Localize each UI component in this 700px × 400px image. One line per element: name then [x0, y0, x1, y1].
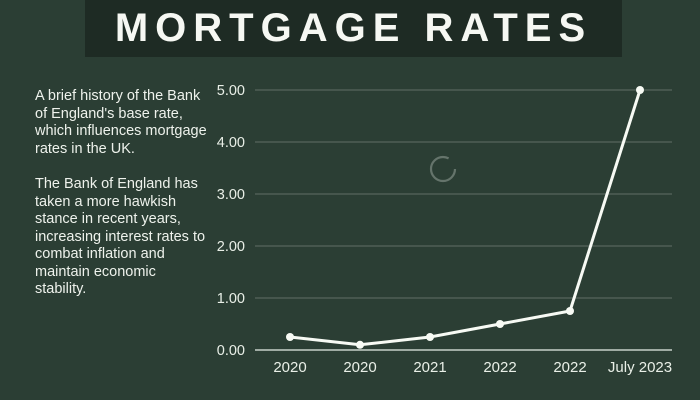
- x-tick-label: 2021: [413, 359, 446, 376]
- page-title: MORTGAGE RATES: [114, 6, 593, 50]
- title-banner: MORTGAGE RATES: [85, 0, 622, 57]
- rate-data-point: [426, 333, 434, 341]
- rate-data-point: [356, 340, 364, 349]
- y-tick-label: 0.00: [217, 343, 245, 359]
- x-tick-label: 2022: [553, 359, 586, 376]
- rate-data-point: [636, 86, 644, 94]
- x-tick-label: 2020: [273, 359, 306, 376]
- y-tick-label: 5.00: [217, 83, 245, 99]
- y-tick-label: 4.00: [217, 135, 245, 151]
- intro-paragraph-1: A brief history of the Bank of England's…: [35, 88, 207, 157]
- rate-data-point: [496, 320, 504, 328]
- intro-copy: A brief history of the Bank of England's…: [35, 88, 207, 317]
- y-tick-label: 3.00: [217, 187, 245, 203]
- rate-series-line: [288, 88, 642, 347]
- y-tick-label: 1.00: [217, 291, 245, 307]
- x-tick-label: 2022: [483, 359, 516, 376]
- x-tick-label: 2020: [343, 359, 376, 376]
- x-tick-label: July 2023: [608, 359, 672, 376]
- rate-data-point: [286, 333, 294, 341]
- loading-spinner-icon: [429, 155, 457, 183]
- y-tick-label: 2.00: [217, 239, 245, 255]
- rate-data-point: [566, 307, 574, 315]
- intro-paragraph-2: The Bank of England has taken a more haw…: [35, 176, 206, 297]
